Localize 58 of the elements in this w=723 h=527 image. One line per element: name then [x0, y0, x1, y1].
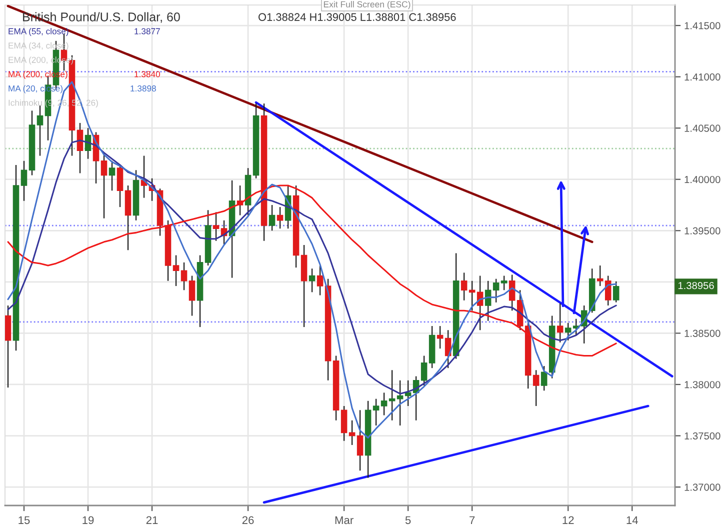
text: 1.38956	[678, 282, 714, 290]
candlestick	[276, 206, 284, 230]
y-tick-label: 1.40500	[684, 124, 720, 132]
x-tick-label: Mar	[335, 516, 354, 524]
candlestick	[316, 264, 324, 296]
candlestick	[564, 322, 572, 341]
annotation: O1.38824 H1.39005 L1.38801 C1.38956	[258, 13, 456, 21]
candlestick	[540, 365, 548, 392]
x-tick-label: 15	[18, 516, 30, 524]
annotation: 1.3840	[134, 71, 160, 78]
candlestick	[372, 398, 380, 426]
candlestick	[500, 275, 508, 291]
candlestick	[340, 405, 348, 442]
candlestick	[492, 278, 500, 303]
candlestick	[388, 370, 396, 421]
candlestick	[380, 392, 388, 416]
candlestick	[460, 272, 468, 301]
candlestick	[20, 160, 28, 202]
y-tick-label: 1.39500	[684, 227, 720, 234]
y-tick-label: 1.41500	[684, 22, 720, 30]
candlestick	[612, 280, 620, 303]
annotation: EMA (200, close)	[8, 56, 74, 65]
y-tick-label: 1.37000	[684, 484, 720, 491]
x-tick-label: 14	[626, 516, 638, 524]
candlestick	[468, 280, 476, 312]
candlestick	[268, 204, 276, 232]
candlestick	[420, 355, 428, 386]
candlestick	[180, 262, 188, 291]
x-tick-label: 19	[82, 516, 94, 524]
candlestick	[36, 104, 44, 156]
candlestick	[108, 160, 116, 192]
x-tick-label: 12	[562, 516, 574, 524]
candlestick	[172, 254, 180, 287]
y-tick-label: 1.38500	[684, 330, 720, 337]
candlestick	[396, 380, 404, 426]
candlestick	[188, 275, 196, 316]
y-tick-label: 1.40000	[684, 176, 720, 184]
y-tick-label: 1.38000	[684, 381, 720, 388]
candlestick	[356, 410, 364, 472]
x-tick-label: 7	[470, 516, 475, 524]
annotation: 1.3898	[130, 85, 156, 92]
candlestick	[308, 268, 316, 293]
line-series	[7, 81, 617, 439]
y-tick-label: 1.41000	[684, 73, 720, 81]
candlestick	[532, 370, 540, 407]
candlestick	[212, 212, 220, 242]
candlestick	[556, 302, 564, 343]
line-series	[7, 184, 617, 357]
candlestick	[116, 164, 124, 208]
y-tick-label: 1.37500	[684, 432, 720, 440]
text: EMA (55, close)	[8, 28, 68, 36]
annotation: 1.3877	[134, 28, 160, 34]
annotation: Exit Full Screen (ESC)	[324, 1, 410, 10]
x-tick-label: 5	[405, 516, 411, 524]
candlestick	[596, 264, 604, 287]
candlestick	[76, 122, 84, 174]
x-tick-label: 21	[146, 516, 158, 524]
x-tick-label: 26	[242, 516, 254, 524]
